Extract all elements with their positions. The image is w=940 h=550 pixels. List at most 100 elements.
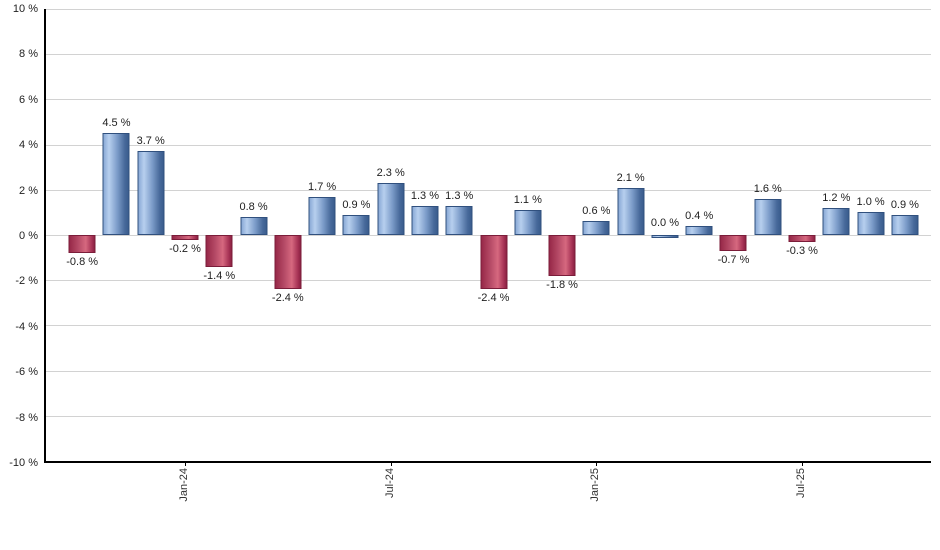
gridline [46, 189, 931, 191]
gridline [46, 9, 931, 10]
bar-slot: 1.2 % [819, 9, 853, 461]
bar-slot: -1.4 % [202, 9, 236, 461]
bar-slot: 1.1 % [511, 9, 545, 461]
x-axis-tick [390, 461, 392, 466]
y-tick-label: -8 % [15, 411, 38, 424]
bar [342, 214, 370, 235]
y-tick-label: 4 % [19, 139, 38, 152]
bar-value-label: 1.1 % [513, 194, 542, 207]
y-tick-label: -2 % [15, 275, 38, 288]
bar-slot: 1.7 % [305, 9, 339, 461]
y-tick-label: 6 % [19, 93, 38, 106]
y-tick-label: -4 % [15, 320, 38, 333]
bar [891, 214, 919, 235]
bar-value-label: 1.7 % [308, 180, 337, 193]
plot-area: -0.8 % 4.5 % 3.7 % -0.2 % Jan-24 -1.4 % 0.8 % -… [44, 9, 931, 502]
bar-slot: 0.0 % [648, 9, 682, 461]
bar-value-label: 2.1 % [616, 171, 645, 184]
bar-slot: 1.3 % [442, 9, 476, 461]
gridline [46, 415, 931, 417]
bar [240, 216, 268, 235]
bar-value-label: -0.7 % [717, 253, 750, 266]
bar [480, 235, 508, 290]
bar-value-label: 0.8 % [239, 200, 268, 213]
bar-value-label: -0.2 % [169, 242, 201, 255]
bar [857, 212, 885, 235]
bar-value-label: -1.4 % [203, 269, 236, 282]
bar [137, 151, 165, 235]
bar-value-label: 0.9 % [890, 198, 919, 211]
x-axis-tick [184, 461, 186, 466]
x-axis-tick [802, 461, 804, 466]
bar-value-label: 1.3 % [445, 189, 474, 202]
bar [274, 235, 302, 290]
bar-slot: 1.3 % [408, 9, 442, 461]
bar-slot: -2.4 % [476, 9, 510, 461]
bar-slot: 4.5 % [99, 9, 133, 461]
bar-value-label: -0.8 % [66, 256, 99, 269]
gridline [46, 99, 931, 101]
bar-value-label: -2.4 % [271, 292, 304, 305]
bar-value-label: 1.6 % [753, 182, 782, 195]
bar [754, 198, 782, 235]
bar-value-label: 1.0 % [856, 196, 885, 209]
bar-slot: 2.1 % [614, 9, 648, 461]
bar-slot: 2.3 % Jul-24 [374, 9, 408, 498]
bar [102, 133, 130, 235]
bar-value-label: -0.3 % [786, 244, 818, 257]
bars-layer: -0.8 % 4.5 % 3.7 % -0.2 % Jan-24 -1.4 % 0.8 % -… [46, 9, 931, 502]
bar [719, 235, 747, 251]
bar-slot: 0.9 % [888, 9, 922, 461]
bar-value-label: 0.9 % [342, 198, 371, 211]
bar [514, 210, 542, 235]
bar-slot: -0.3 % Jul-25 [785, 9, 819, 498]
y-tick-label: 8 % [19, 48, 38, 61]
bar-value-label: 0.6 % [582, 205, 611, 218]
bar-value-label: -2.4 % [477, 292, 510, 305]
x-tick-label: Jul-24 [383, 468, 396, 498]
bar-slot: -0.7 % [716, 9, 750, 461]
y-tick-label: 0 % [19, 230, 38, 242]
gridline [46, 144, 931, 146]
bar [68, 235, 96, 254]
y-tick-label: 10 % [12, 3, 38, 15]
bar [822, 207, 850, 235]
gridline [46, 370, 931, 372]
bar [171, 235, 199, 240]
bar [617, 187, 645, 235]
bar [308, 196, 336, 235]
bar-slot: 1.0 % [853, 9, 887, 461]
bar [411, 205, 439, 235]
bar-value-label: 4.5 % [102, 117, 131, 130]
bar-slot: 0.8 % [236, 9, 270, 461]
bar [788, 235, 816, 242]
y-tick-label: 2 % [19, 184, 38, 197]
bar [445, 205, 473, 235]
x-tick-label: Jan-25 [589, 468, 602, 502]
bar [205, 235, 233, 267]
y-axis-labels: 10 % 8 % 6 % 4 % 2 % 0 % -2 % -4 % -6 % -8 % -10 % [0, 3, 40, 469]
bar-value-label: -1.8 % [546, 278, 578, 291]
bar-value-label: 1.2 % [822, 191, 851, 204]
gridline [46, 54, 931, 56]
bar-slot: -0.8 % [65, 9, 99, 461]
bar-value-label: 0.4 % [685, 209, 714, 222]
bar-slot: 0.6 % Jan-25 [579, 9, 613, 501]
bar-value-label: 0.0 % [650, 217, 679, 229]
bar-slot: 0.9 % [339, 9, 373, 461]
bar-slot: 1.6 % [751, 9, 785, 461]
bar-slot: 0.4 % [682, 9, 716, 461]
y-tick-label: -10 % [9, 457, 38, 469]
bar [377, 183, 405, 235]
bar-slot: -0.2 % Jan-24 [168, 9, 202, 502]
x-axis-tick [596, 461, 598, 466]
bar-value-label: 1.3 % [410, 189, 440, 202]
bar [685, 225, 713, 235]
bar-slot: -1.8 % [545, 9, 579, 461]
gridline [46, 325, 931, 327]
bar [651, 235, 679, 238]
bar [582, 221, 610, 235]
y-tick-label: -6 % [15, 366, 38, 379]
bar-value-label: 2.3 % [376, 167, 405, 180]
